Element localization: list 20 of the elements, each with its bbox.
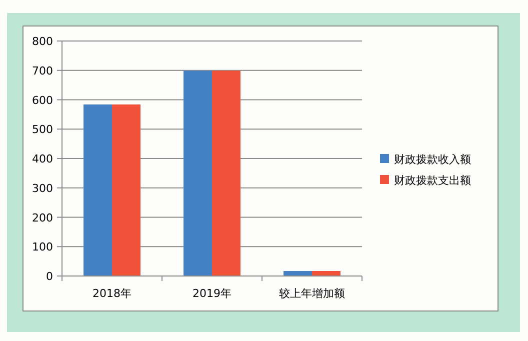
y-tick-label: 0: [46, 270, 53, 283]
x-tick-label: 2019年: [192, 287, 232, 300]
bar: [112, 104, 140, 276]
legend-label: 财政拨款支出额: [394, 174, 471, 187]
bar: [312, 271, 340, 276]
x-tick-label: 较上年增加额: [279, 287, 345, 300]
y-tick-label: 300: [32, 182, 53, 195]
legend-label: 财政拨款收入额: [394, 153, 471, 166]
y-tick-label: 200: [32, 211, 53, 224]
y-tick-label: 100: [32, 240, 53, 254]
y-tick-label: 400: [32, 152, 53, 166]
bar: [184, 70, 212, 276]
y-tick-label: 700: [32, 64, 53, 78]
y-tick-label: 500: [32, 123, 53, 136]
y-tick-label: 800: [32, 35, 53, 48]
y-tick-label: 600: [32, 94, 53, 107]
bar: [212, 70, 240, 276]
bar: [284, 271, 312, 276]
x-tick-label: 2018年: [92, 287, 132, 300]
bar: [84, 104, 112, 276]
